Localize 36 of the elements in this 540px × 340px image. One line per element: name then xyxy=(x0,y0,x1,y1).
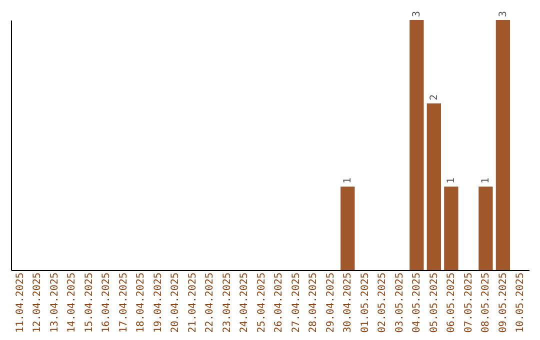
x-tick-label: 29.04.2025 xyxy=(325,272,336,333)
data-label: 1 xyxy=(446,178,458,184)
x-tick-label: 15.04.2025 xyxy=(84,272,95,333)
x-tick-label: 09.05.2025 xyxy=(498,272,509,333)
x-tick-label: 07.05.2025 xyxy=(463,272,474,333)
data-label: 3 xyxy=(498,10,509,17)
x-tick-label: 16.04.2025 xyxy=(101,272,112,333)
x-tick-label: 02.05.2025 xyxy=(377,272,388,333)
x-tick-label: 03.05.2025 xyxy=(394,272,406,333)
x-tick-label: 18.04.2025 xyxy=(136,272,147,333)
x-tick-label: 28.04.2025 xyxy=(308,272,320,333)
x-tick-label: 12.04.2025 xyxy=(32,272,44,333)
x-tick-label: 17.04.2025 xyxy=(118,272,130,333)
x-tick-label: 05.05.2025 xyxy=(428,272,440,333)
x-tick-label: 21.04.2025 xyxy=(187,272,198,333)
x-tick-label: 26.04.2025 xyxy=(274,272,285,333)
data-label: 1 xyxy=(480,178,492,184)
x-tick-label: 14.04.2025 xyxy=(66,272,78,333)
x-tick-label: 20.04.2025 xyxy=(170,272,182,333)
x-tick-label: 01.05.2025 xyxy=(360,272,371,333)
x-tick-label: 06.05.2025 xyxy=(446,272,458,333)
x-tick-label: 04.05.2025 xyxy=(412,272,423,333)
x-tick-label: 30.04.2025 xyxy=(342,272,354,333)
x-tick-label: 11.04.2025 xyxy=(14,272,26,333)
x-tick-label: 19.04.2025 xyxy=(152,272,164,333)
x-tick-label: 08.05.2025 xyxy=(480,272,492,333)
x-tick-label: 25.04.2025 xyxy=(256,272,268,333)
data-label: 3 xyxy=(412,10,423,17)
x-tick-label: 23.04.2025 xyxy=(222,272,233,333)
x-tick-label: 24.04.2025 xyxy=(239,272,250,333)
data-label: 1 xyxy=(342,178,354,184)
data-label: 2 xyxy=(428,94,440,100)
x-tick-label: 10.05.2025 xyxy=(515,272,526,333)
x-tick-label: 27.04.2025 xyxy=(290,272,302,333)
x-tick-label: 13.04.2025 xyxy=(49,272,60,333)
x-tick-label: 22.04.2025 xyxy=(204,272,216,333)
